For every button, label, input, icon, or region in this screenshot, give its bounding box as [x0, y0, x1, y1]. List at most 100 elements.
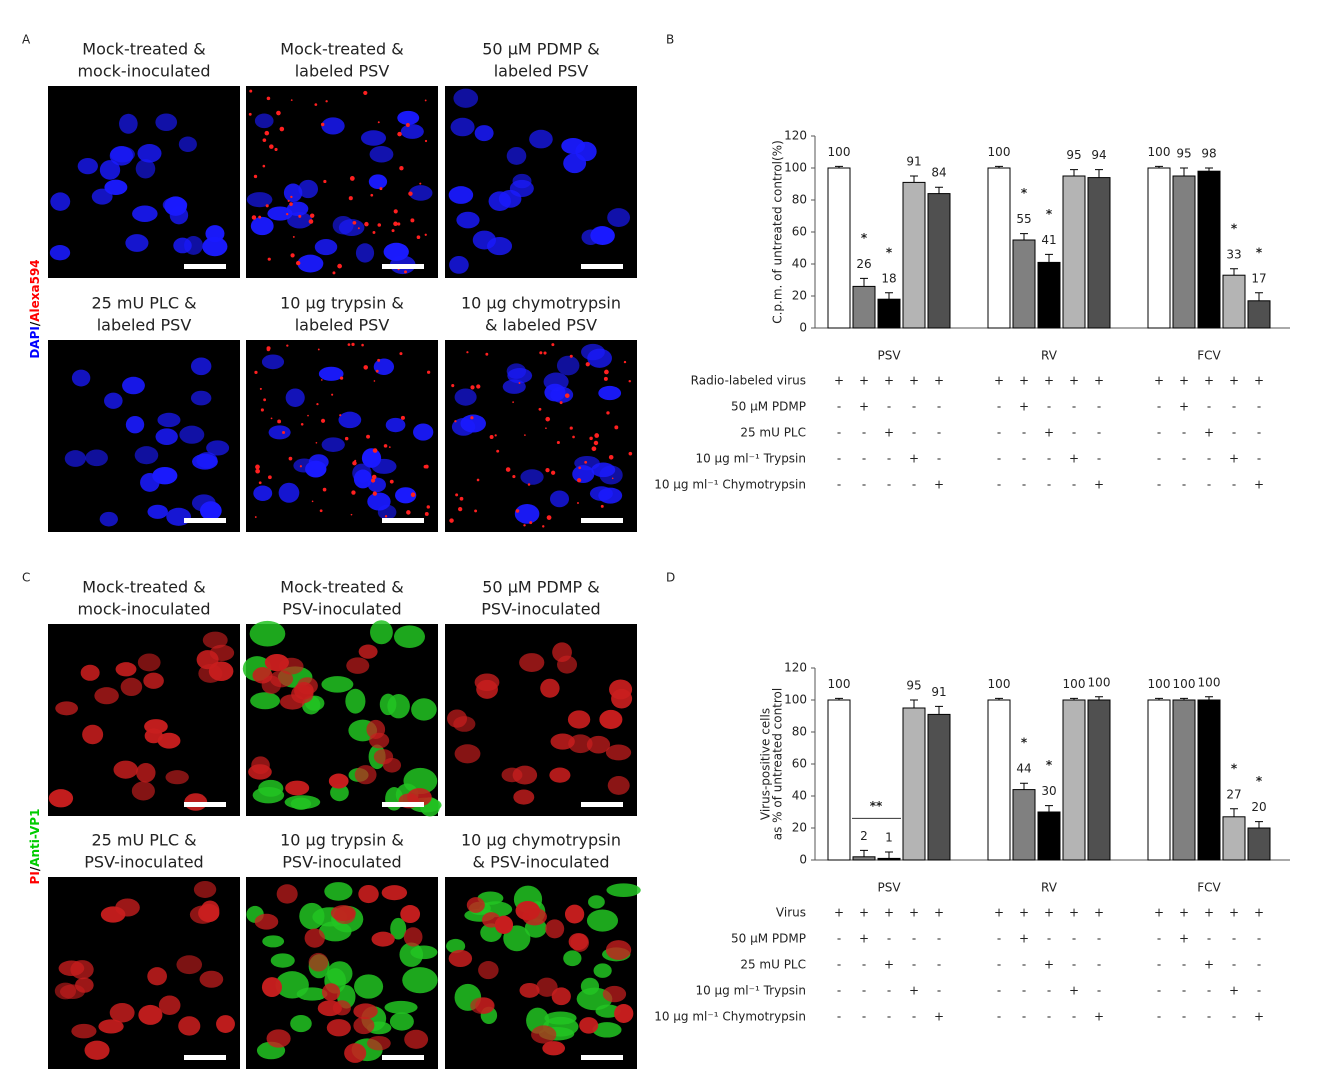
- nucleus: [614, 1004, 634, 1023]
- signal-blob: [318, 921, 352, 942]
- treatment-label: 10 µg ml⁻¹ Chymotrypsin: [654, 478, 806, 492]
- category-label: FCV: [1197, 881, 1221, 895]
- error-bar: [885, 292, 893, 300]
- value-label: 100: [1173, 677, 1196, 691]
- signal-dot: [370, 193, 374, 197]
- y-tick-label: 20: [792, 821, 807, 835]
- nucleus: [48, 789, 74, 808]
- nucleus: [131, 781, 155, 801]
- image-caption: PSV-inoculated: [282, 600, 401, 619]
- nucleus: [140, 473, 160, 492]
- signal-dot: [397, 222, 401, 226]
- image-caption: PSV-inoculated: [481, 600, 600, 619]
- image-caption: & PSV-inoculated: [473, 853, 610, 872]
- treatment-sign: +: [859, 400, 869, 414]
- nucleus: [330, 905, 356, 922]
- treatment-sign: -: [837, 426, 841, 440]
- nucleus: [474, 125, 494, 142]
- signal-dot: [262, 138, 267, 143]
- image-caption: Mock-treated &: [280, 578, 403, 597]
- nucleus: [579, 1017, 599, 1034]
- signal-dot: [348, 196, 353, 201]
- treatment-sign: -: [1182, 478, 1186, 492]
- nucleus: [605, 744, 632, 761]
- treatment-sign: +: [994, 374, 1004, 388]
- signal-dot: [282, 431, 286, 435]
- bar: [1062, 175, 1086, 329]
- error-bar: [1070, 697, 1078, 700]
- bar: [877, 857, 901, 861]
- treatment-sign: -: [887, 452, 891, 466]
- micrograph: [242, 620, 442, 817]
- signal-dot: [470, 385, 475, 390]
- nucleus: [166, 507, 192, 526]
- treatment-sign: +: [1044, 374, 1054, 388]
- signal-dot: [564, 393, 570, 398]
- micrograph: [48, 340, 240, 532]
- signal-dot: [350, 513, 353, 516]
- value-label: 100: [988, 677, 1011, 691]
- treatment-sign: -: [937, 984, 941, 998]
- signal-dot: [377, 121, 380, 124]
- signal-dot: [320, 122, 325, 127]
- signal-dot: [572, 435, 575, 439]
- nucleus: [199, 970, 224, 988]
- bar: [927, 713, 951, 861]
- treatment-sign: -: [1097, 958, 1101, 972]
- treatment-sign: +: [1179, 400, 1189, 414]
- value-label: 95: [906, 679, 921, 693]
- error-bar: [910, 175, 918, 183]
- treatment-sign: +: [1204, 426, 1214, 440]
- signal-blob: [290, 797, 312, 810]
- signal-dot: [253, 174, 258, 179]
- signal-dot: [372, 491, 377, 496]
- treatment-sign: +: [884, 958, 894, 972]
- signal-dot: [545, 467, 550, 473]
- signal-blob: [324, 882, 353, 901]
- nucleus: [449, 255, 469, 274]
- signal-dot: [289, 202, 293, 206]
- signal-dot: [363, 365, 368, 370]
- bar: [827, 167, 851, 329]
- treatment-sign: -: [937, 932, 941, 946]
- signal-dot: [496, 449, 500, 453]
- nucleus: [266, 1029, 291, 1048]
- nucleus: [264, 653, 289, 672]
- signal-blob: [606, 883, 641, 897]
- signal-dot: [258, 215, 262, 219]
- signal-blob: [503, 925, 531, 952]
- nucleus: [202, 631, 228, 649]
- nucleus: [143, 672, 164, 689]
- treatment-sign: -: [997, 1010, 1001, 1024]
- treatment-sign: -: [1047, 478, 1051, 492]
- nucleus: [371, 458, 397, 474]
- value-label: 2: [860, 829, 868, 843]
- signal-dot: [546, 515, 552, 520]
- signal-dot: [455, 493, 459, 497]
- error-bar: [1255, 821, 1263, 828]
- nucleus: [125, 415, 145, 434]
- treatment-sign: -: [1157, 932, 1161, 946]
- error-bar: [1230, 808, 1238, 817]
- nucleus: [158, 995, 181, 1016]
- channel-part: /: [28, 321, 42, 326]
- signal-dot: [505, 467, 511, 472]
- treatment-sign: +: [1094, 1010, 1104, 1024]
- y-tick-label: 120: [784, 661, 807, 675]
- nucleus: [119, 113, 138, 134]
- signal-blob: [563, 950, 582, 967]
- nucleus: [321, 117, 345, 135]
- value-label: 98: [1201, 147, 1216, 161]
- signal-dot: [383, 444, 388, 448]
- y-tick-label: 120: [784, 129, 807, 143]
- signal-dot: [604, 369, 609, 375]
- micrograph: [246, 877, 438, 1069]
- signal-dot: [545, 427, 547, 430]
- nucleus: [147, 504, 168, 519]
- bar: [987, 167, 1011, 329]
- image-caption: 10 μg chymotrypsin: [461, 294, 621, 313]
- signal-dot: [424, 99, 427, 102]
- nucleus: [190, 390, 212, 406]
- treatment-sign: -: [937, 400, 941, 414]
